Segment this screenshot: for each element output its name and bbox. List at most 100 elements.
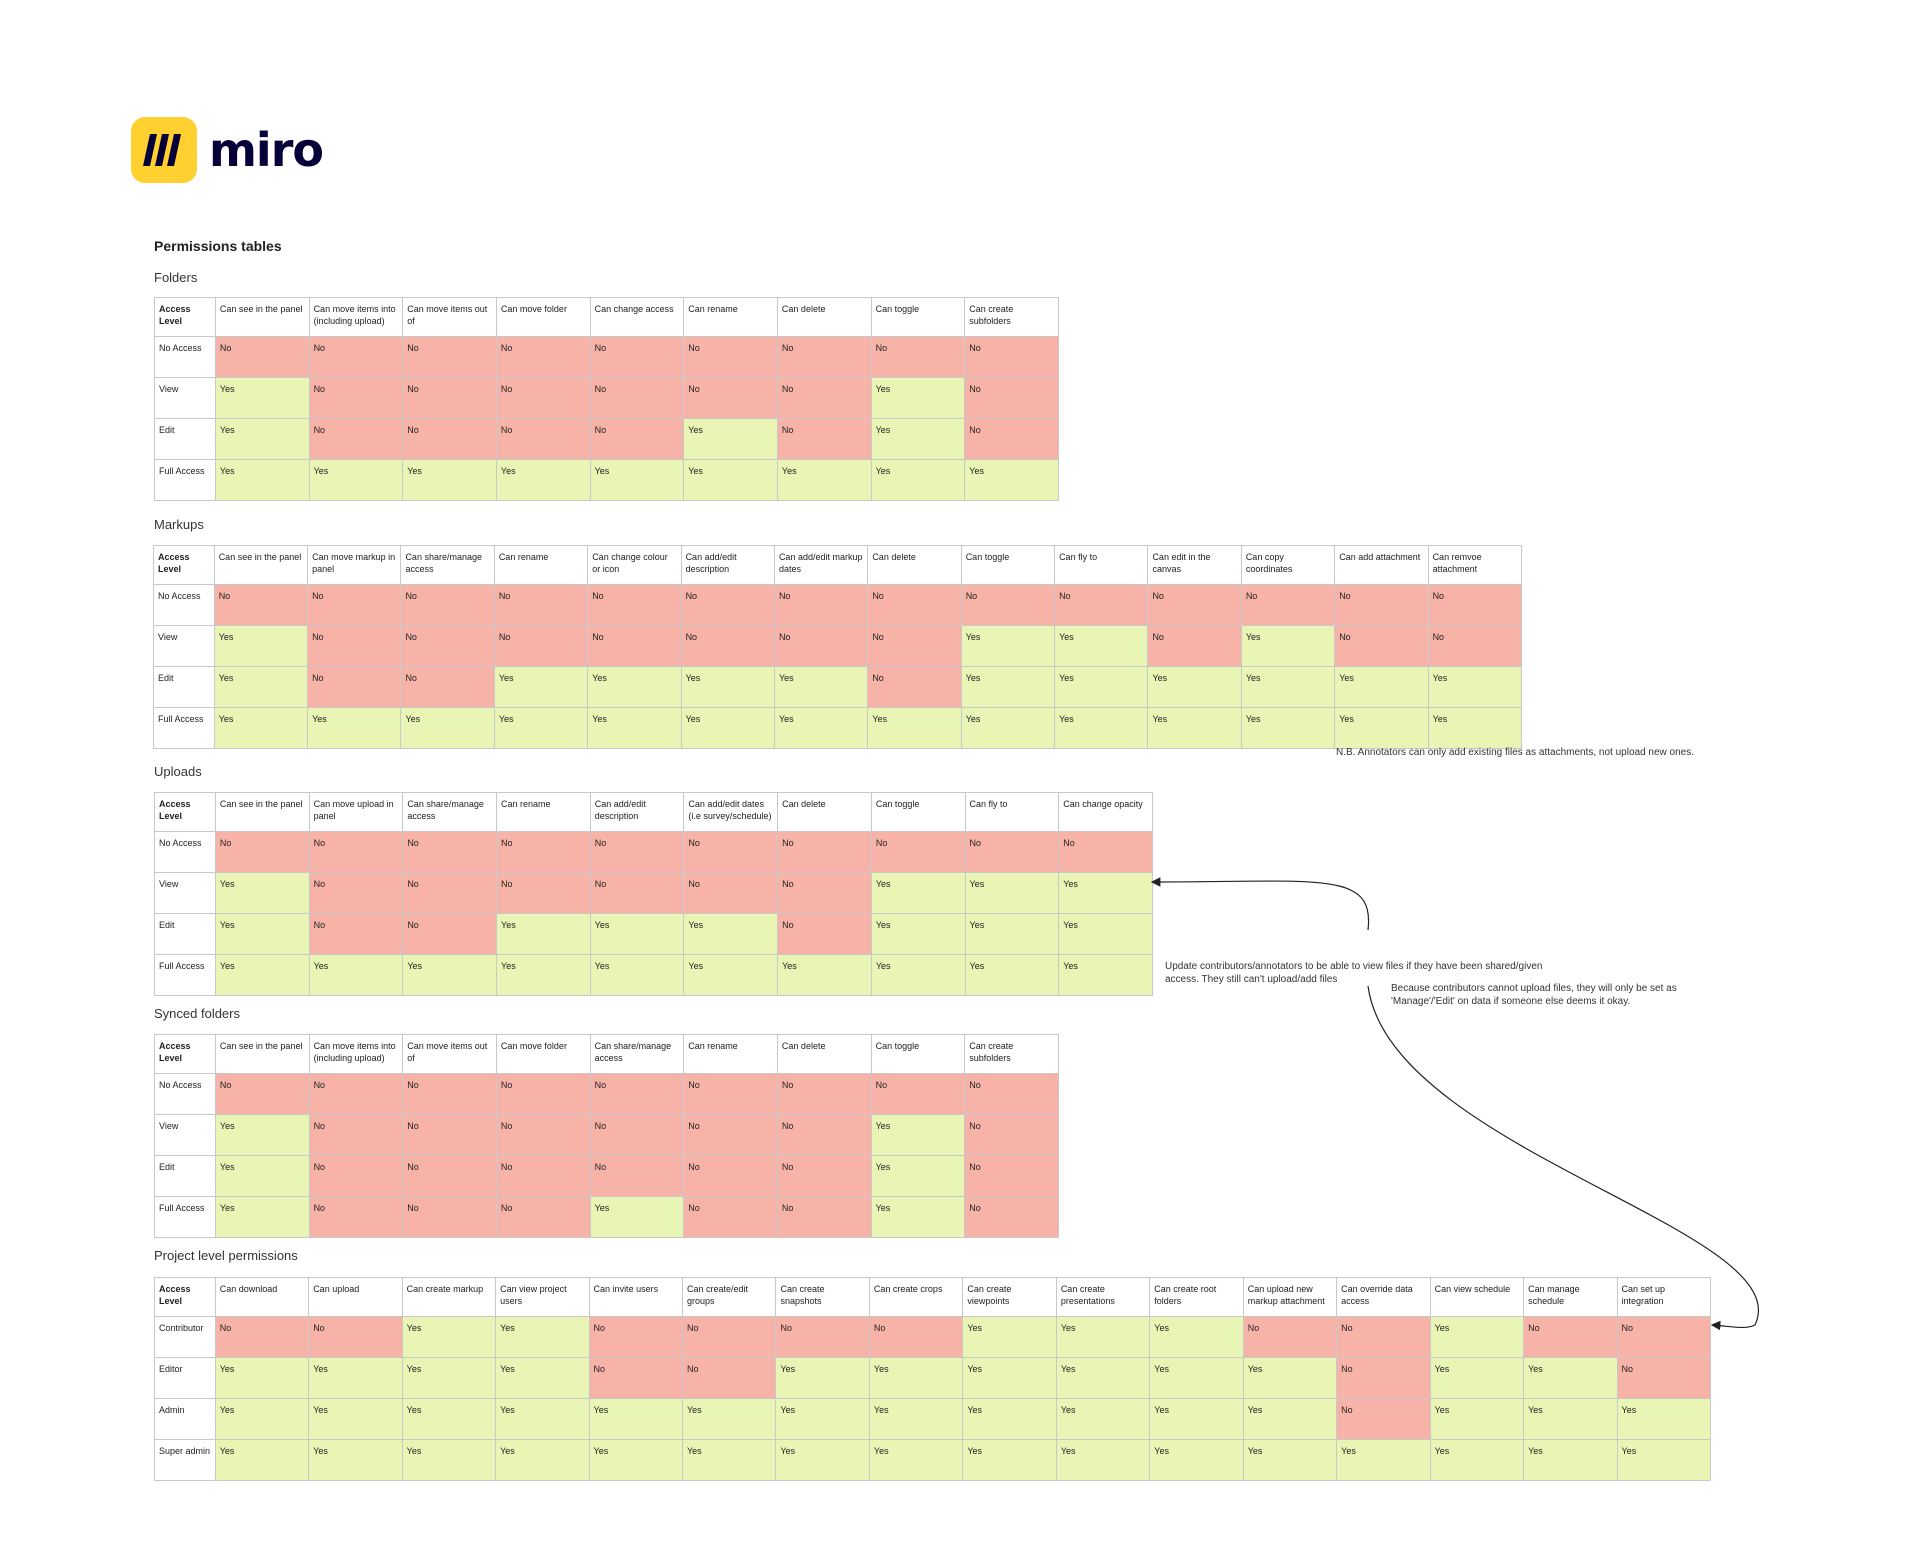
permission-cell: Yes	[214, 872, 310, 914]
permission-cell: Yes	[402, 459, 497, 501]
row-label: Full Access	[153, 707, 215, 749]
permission-cell: Yes	[960, 666, 1056, 708]
header-row: Access Level Can see in the panel Can move…	[154, 792, 1153, 832]
permission-cell: Yes	[1147, 666, 1242, 708]
permission-cell: Yes	[870, 1196, 966, 1238]
permission-cell: Yes	[1240, 707, 1336, 749]
arrow-to-contributor-row	[1367, 985, 1759, 1331]
table-row: Edit Yes No No No No Yes No Yes No	[154, 418, 1059, 460]
permission-cell: Yes	[493, 666, 589, 708]
permission-cell: Yes	[308, 459, 404, 501]
permission-cell: Yes	[1058, 913, 1153, 955]
permission-cell: Yes	[1336, 1439, 1431, 1481]
access-level-header: Access Level	[153, 545, 215, 585]
permission-cell: No	[307, 666, 402, 708]
permission-cell: No	[496, 872, 591, 914]
permission-cell: No	[213, 584, 309, 626]
column-header: Can rename	[496, 792, 591, 832]
permission-cell: Yes	[868, 1357, 964, 1399]
table-row: View Yes No No No No No No Yes No	[154, 1114, 1059, 1156]
permission-cell: Yes	[589, 913, 685, 955]
row-label: Admin	[154, 1398, 216, 1440]
permission-cell: No	[776, 1114, 872, 1156]
row-label: View	[153, 625, 215, 667]
permission-cell: No	[870, 1073, 966, 1115]
permission-cell: No	[214, 831, 310, 873]
table-row: Super admin Yes Yes Yes Yes Yes Yes Yes Yes Yes Ye…	[154, 1439, 1711, 1481]
permission-cell: Yes	[214, 1155, 310, 1197]
permission-cell: Yes	[960, 707, 1056, 749]
column-header: Can remvoe attachment	[1427, 545, 1522, 585]
permission-cell: No	[964, 377, 1059, 419]
permission-cell: Yes	[496, 954, 591, 996]
permission-cell: No	[308, 831, 404, 873]
permission-cell: Yes	[868, 1439, 964, 1481]
column-header: Can move items into (including upload)	[308, 297, 404, 337]
permission-cell: Yes	[1242, 1398, 1338, 1440]
permission-cell: No	[307, 625, 402, 667]
permission-cell: No	[308, 872, 404, 914]
column-header: Can rename	[493, 545, 589, 585]
permission-cell: No	[400, 666, 495, 708]
row-label: No Access	[154, 336, 216, 378]
table-row: Full Access Yes Yes Yes Yes Yes Yes Yes Yes Yes Ye…	[154, 954, 1153, 996]
permission-cell: No	[495, 1114, 591, 1156]
permission-cell: No	[400, 625, 495, 667]
column-header: Can create markup	[401, 1277, 497, 1317]
section-title-folders: Folders	[154, 270, 198, 285]
permission-cell: No	[776, 1196, 872, 1238]
permission-cell: Yes	[587, 666, 682, 708]
column-header: Can add/edit description	[680, 545, 775, 585]
column-header: Can toggle	[870, 297, 966, 337]
permission-cell: Yes	[401, 1439, 497, 1481]
permission-cell: Yes	[587, 707, 682, 749]
permission-cell: Yes	[775, 1357, 870, 1399]
permission-cell: Yes	[870, 1114, 966, 1156]
row-label: Super admin	[154, 1439, 216, 1481]
access-level-header: Access Level	[154, 297, 216, 337]
permission-cell: No	[870, 336, 966, 378]
permission-cell: No	[589, 1073, 685, 1115]
permission-cell: Yes	[870, 954, 966, 996]
synced-folders-table: Access Level Can see in the panel Can move…	[154, 1034, 1059, 1238]
permission-cell: No	[493, 584, 589, 626]
permission-cell: Yes	[1055, 1398, 1151, 1440]
column-header: Can share/manage access	[400, 545, 495, 585]
permission-cell: Yes	[1616, 1398, 1711, 1440]
permission-cell: No	[681, 1357, 777, 1399]
column-header: Can upload	[308, 1277, 403, 1317]
permission-cell: No	[775, 1316, 870, 1358]
row-label: Full Access	[154, 1196, 216, 1238]
permission-cell: No	[776, 1155, 872, 1197]
table-row: Contributor No No Yes Yes No No No No Yes Yes Yes No…	[154, 1316, 1711, 1358]
table-row: No Access No No No No No No No No No	[154, 336, 1059, 378]
row-label: View	[154, 872, 216, 914]
table-row: Edit Yes No No Yes Yes Yes Yes No Yes Yes Yes Yes Yes…	[153, 666, 1522, 708]
permission-cell: Yes	[400, 707, 495, 749]
column-header: Can download	[214, 1277, 310, 1317]
access-level-header: Access Level	[154, 792, 216, 832]
permission-cell: Yes	[589, 1196, 685, 1238]
permission-cell: Yes	[1242, 1357, 1338, 1399]
permission-cell: Yes	[495, 1316, 590, 1358]
permission-cell: No	[495, 336, 591, 378]
permission-cell: No	[1427, 584, 1522, 626]
permission-cell: Yes	[775, 1398, 870, 1440]
table-row: Full Access Yes Yes Yes Yes Yes Yes Yes Yes Yes	[154, 459, 1059, 501]
permission-cell: Yes	[214, 954, 310, 996]
permission-cell: Yes	[1427, 707, 1522, 749]
permission-cell: No	[308, 418, 404, 460]
row-label: View	[154, 1114, 216, 1156]
column-header: Can delete	[776, 1034, 872, 1074]
permission-cell: Yes	[773, 707, 869, 749]
permission-cell: Yes	[493, 707, 589, 749]
column-header: Can create presentations	[1055, 1277, 1151, 1317]
row-label: Contributor	[154, 1316, 216, 1358]
permission-cell: Yes	[777, 954, 872, 996]
permission-cell: Yes	[1523, 1398, 1618, 1440]
permission-cell: Yes	[401, 1398, 497, 1440]
row-label: Edit	[154, 913, 216, 955]
uploads-table: Access Level Can see in the panel Can move…	[154, 792, 1153, 996]
permission-cell: Yes	[1058, 872, 1153, 914]
permission-cell: No	[1058, 831, 1153, 873]
